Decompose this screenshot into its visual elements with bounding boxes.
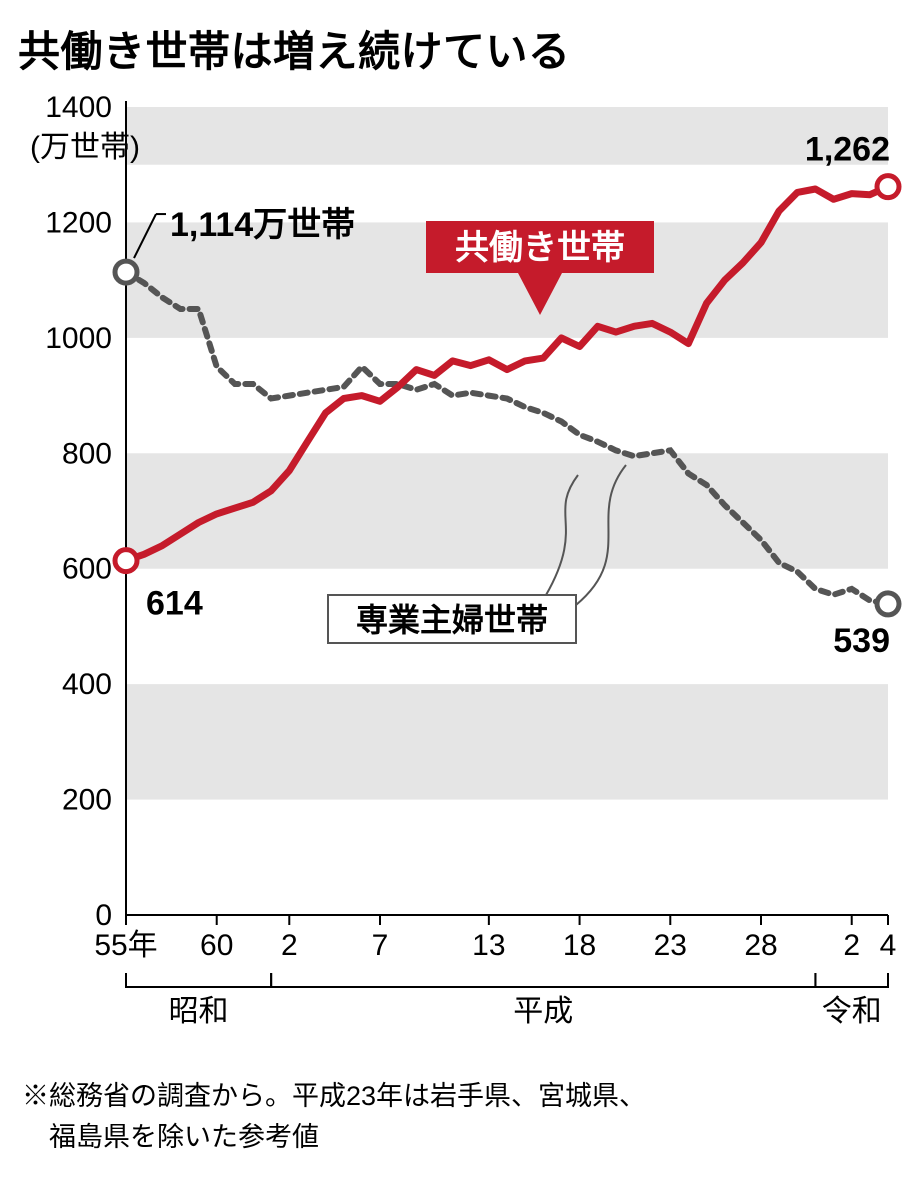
svg-text:1400: 1400	[45, 91, 112, 124]
svg-text:専業主婦世帯: 専業主婦世帯	[356, 602, 548, 638]
svg-text:13: 13	[472, 929, 505, 962]
svg-text:614: 614	[146, 585, 203, 623]
footnote-line-2: 福島県を除いた参考値	[22, 1122, 319, 1152]
svg-text:539: 539	[833, 622, 890, 660]
chart-title: 共働き世帯は増え続けている	[18, 18, 902, 79]
svg-text:7: 7	[372, 929, 389, 962]
svg-text:800: 800	[62, 437, 112, 470]
svg-text:23: 23	[654, 929, 687, 962]
svg-text:1,262: 1,262	[805, 131, 890, 169]
svg-text:55年: 55年	[94, 929, 157, 962]
line-chart: 0 200 400 600 800 1000 1200 1400 (万世帯) 55年 60 2 7 13 1…	[18, 85, 902, 1065]
svg-text:平成: 平成	[513, 995, 573, 1028]
svg-text:2: 2	[281, 929, 298, 962]
svg-text:200: 200	[62, 784, 112, 817]
svg-text:0: 0	[95, 899, 112, 932]
svg-text:昭和: 昭和	[169, 995, 229, 1028]
svg-text:60: 60	[200, 929, 233, 962]
footnote-line-1: ※総務省の調査から。平成23年は岩手県、宮城県、	[22, 1081, 646, 1111]
svg-text:400: 400	[62, 668, 112, 701]
svg-text:1000: 1000	[45, 322, 112, 355]
svg-text:18: 18	[563, 929, 596, 962]
chart-container: 0 200 400 600 800 1000 1200 1400 (万世帯) 55年 60 2 7 13 1…	[18, 85, 902, 1070]
svg-text:1200: 1200	[45, 206, 112, 239]
chart-footnote: ※総務省の調査から。平成23年は岩手県、宮城県、 福島県を除いた参考値	[18, 1076, 902, 1157]
svg-text:1,114万世帯: 1,114万世帯	[170, 206, 355, 244]
svg-text:600: 600	[62, 553, 112, 586]
svg-text:2: 2	[843, 929, 860, 962]
svg-text:28: 28	[744, 929, 777, 962]
svg-text:4: 4	[880, 929, 897, 962]
svg-text:共働き世帯: 共働き世帯	[455, 229, 625, 267]
svg-text:(万世帯): (万世帯)	[30, 131, 140, 164]
svg-text:令和: 令和	[822, 995, 882, 1028]
